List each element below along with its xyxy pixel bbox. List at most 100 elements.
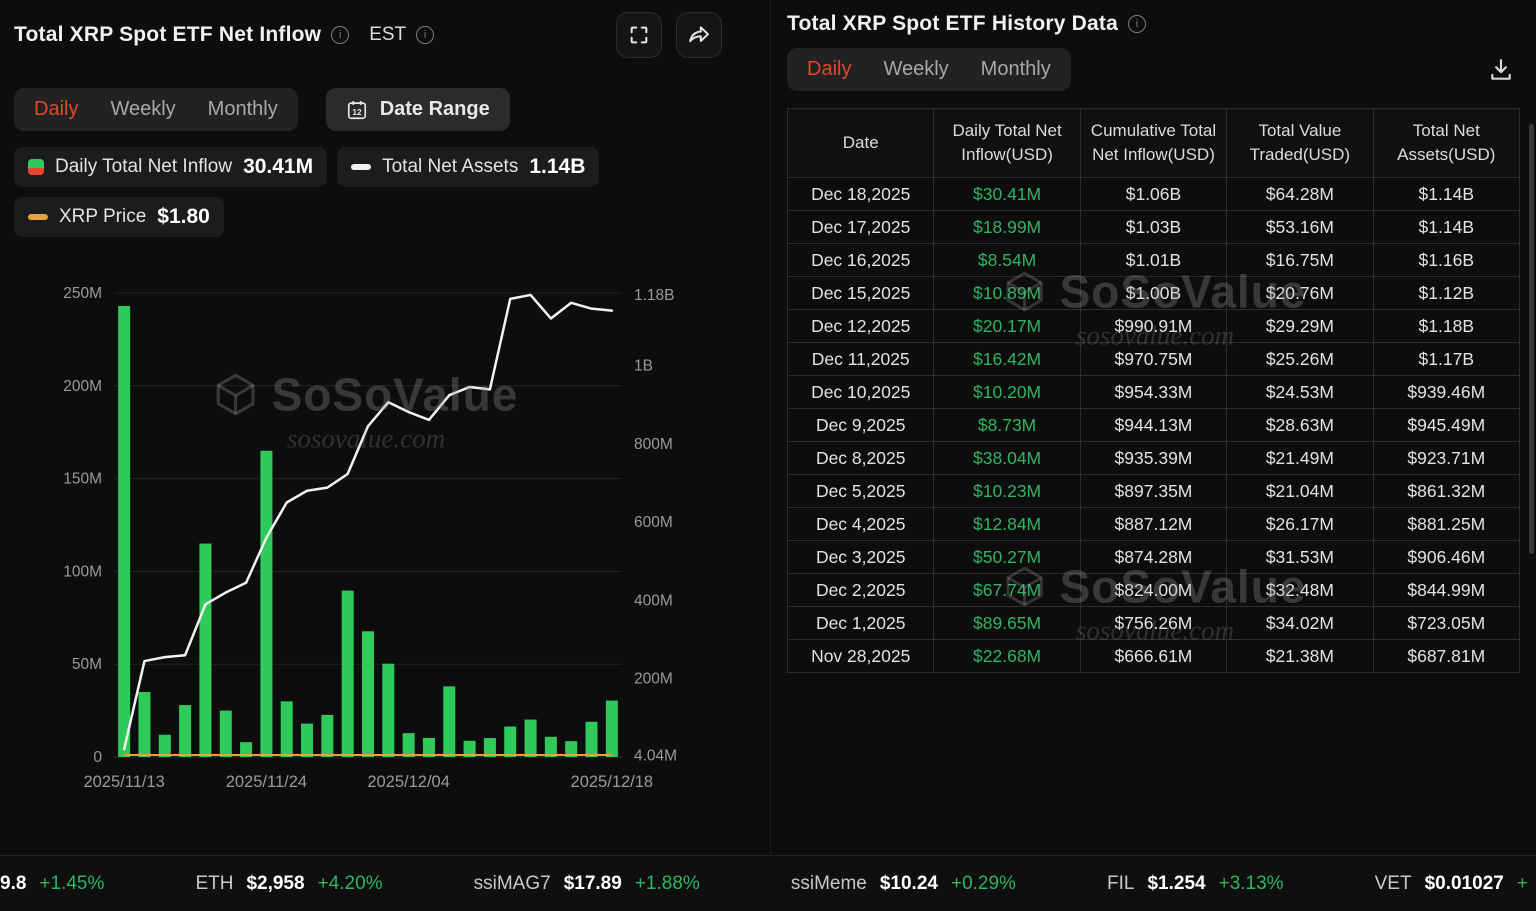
value-cell: $874.28M <box>1079 540 1228 575</box>
x-axis-label: 2025/12/18 <box>571 773 654 791</box>
tab-daily[interactable]: Daily <box>34 98 79 120</box>
ticker-item-fil[interactable]: FIL $1.254 +3.13% <box>1107 873 1284 895</box>
inflow-bar <box>463 740 476 757</box>
inflow-bar <box>301 723 314 757</box>
value-cell: $1.03B <box>1079 210 1228 245</box>
value-cell: $16.75M <box>1226 243 1374 278</box>
table-scrollbar-thumb[interactable] <box>1529 124 1534 554</box>
ticker-item-ssimag7[interactable]: ssiMAG7 $17.89 +1.88% <box>474 873 700 895</box>
value-cell: $31.53M <box>1226 540 1374 575</box>
legend-item-xrp-price[interactable]: XRP Price $1.80 <box>14 197 224 237</box>
timezone-label: EST <box>369 24 407 45</box>
inflow-chart-area: 0 50M 100M 150M 200M 250M 4.04M 200M 400M 600M 800… <box>14 251 736 811</box>
value-cell: $53.16M <box>1226 210 1374 245</box>
inflow-swatch-icon <box>28 159 44 175</box>
inflow-bar <box>382 663 395 757</box>
inflow-bar <box>280 701 293 757</box>
inflow-bar <box>199 543 212 757</box>
history-table-wrap: Date Daily Total Net Inflow(USD) Cumulativ… <box>787 108 1520 838</box>
ticker-price: $2,958 <box>246 872 305 894</box>
date-cell: Dec 2,2025 <box>787 573 935 608</box>
info-icon[interactable] <box>331 26 350 44</box>
value-cell: $970.75M <box>1079 342 1228 377</box>
value-cell: $64.28M <box>1226 177 1374 212</box>
right-axis-label: 800M <box>634 436 673 453</box>
tab-weekly[interactable]: Weekly <box>883 58 949 80</box>
value-cell: $38.04M <box>933 441 1081 476</box>
value-cell: $861.32M <box>1372 474 1520 509</box>
legend-label: XRP Price <box>59 206 147 227</box>
date-cell: Dec 18,2025 <box>787 177 935 212</box>
tab-daily[interactable]: Daily <box>807 58 852 80</box>
ticker-symbol: ssiMAG7 <box>473 872 551 894</box>
right-axis-label: 1B <box>634 357 653 374</box>
legend-item-net-inflow[interactable]: Daily Total Net Inflow 30.41M <box>14 147 328 187</box>
share-button[interactable] <box>676 12 722 58</box>
chart-controls: Daily Weekly Monthly 12 Date Range <box>14 88 756 131</box>
inflow-bar <box>341 590 354 757</box>
ticker-change: + <box>1516 872 1528 894</box>
inflow-bar <box>240 742 253 757</box>
page-title: Total XRP Spot ETF Net Inflow <box>14 23 322 46</box>
date-cell: Dec 11,2025 <box>787 342 935 377</box>
inflow-chart[interactable]: 0 50M 100M 150M 200M 250M 4.04M 200M 400M 600M 800… <box>14 251 736 811</box>
tab-monthly[interactable]: Monthly <box>207 98 278 120</box>
right-axis-label: 1.18B <box>634 287 675 304</box>
value-cell: $954.33M <box>1079 375 1228 410</box>
value-cell: $21.38M <box>1226 639 1374 674</box>
left-axis-label: 50M <box>72 656 102 673</box>
inflow-bar <box>260 450 273 757</box>
ticker-item[interactable]: 9.8 +1.45% <box>0 873 104 895</box>
fullscreen-button[interactable] <box>616 12 662 58</box>
date-cell: Dec 9,2025 <box>787 408 935 443</box>
value-cell: $935.39M <box>1079 441 1228 476</box>
legend-item-net-assets[interactable]: Total Net Assets 1.14B <box>337 147 600 187</box>
history-tab-group: Daily Weekly Monthly <box>787 48 1071 91</box>
inflow-bar <box>504 726 517 757</box>
inflow-bar <box>362 631 374 757</box>
svg-text:12: 12 <box>352 107 362 116</box>
timezone-info-icon[interactable] <box>416 26 435 44</box>
table-row: Dec 10,2025 $10.20M $954.33M $24.53M $939.46… <box>787 375 1520 410</box>
value-cell: $10.20M <box>933 375 1081 410</box>
net-assets-line <box>122 293 614 751</box>
date-cell: Dec 17,2025 <box>787 210 935 245</box>
date-range-button[interactable]: 12 Date Range <box>325 88 510 131</box>
chart-legend: Daily Total Net Inflow 30.41M Total Net … <box>14 147 756 237</box>
table-row: Dec 12,2025 $20.17M $990.91M $29.29M $1.18B <box>787 309 1520 344</box>
left-axis-label: 100M <box>63 563 102 580</box>
value-cell: $10.89M <box>933 276 1081 311</box>
value-cell: $756.26M <box>1079 606 1228 641</box>
history-info-icon[interactable] <box>1127 15 1146 33</box>
value-cell: $89.65M <box>933 606 1081 641</box>
ticker-item-vet[interactable]: VET $0.01027 + <box>1375 873 1528 895</box>
table-row: Dec 8,2025 $38.04M $935.39M $21.49M $923.71M <box>787 441 1520 476</box>
inflow-bar <box>179 705 192 757</box>
legend-value: 1.14B <box>529 155 586 178</box>
table-row: Dec 18,2025 $30.41M $1.06B $64.28M $1.14B <box>787 177 1520 212</box>
legend-label: Daily Total Net Inflow <box>55 156 233 177</box>
value-cell: $687.81M <box>1372 639 1520 674</box>
tab-monthly[interactable]: Monthly <box>980 58 1051 80</box>
value-cell: $32.48M <box>1226 573 1374 608</box>
legend-value: $1.80 <box>157 205 210 228</box>
value-cell: $945.49M <box>1372 408 1520 443</box>
ticker-item-ssimeme[interactable]: ssiMeme $10.24 +0.29% <box>791 873 1016 895</box>
value-cell: $1.00B <box>1079 276 1228 311</box>
history-header: Total XRP Spot ETF History Data <box>787 12 1520 36</box>
date-cell: Nov 28,2025 <box>787 639 935 674</box>
ticker-item-eth[interactable]: ETH $2,958 +4.20% <box>195 873 382 895</box>
table-row: Dec 16,2025 $8.54M $1.01B $16.75M $1.16B <box>787 243 1520 278</box>
inflow-bar <box>138 692 151 757</box>
date-range-label: Date Range <box>379 98 490 120</box>
ticker-change: +0.29% <box>950 872 1016 894</box>
value-cell: $67.74M <box>933 573 1081 608</box>
date-cell: Dec 1,2025 <box>787 606 935 641</box>
download-icon <box>1491 58 1511 80</box>
ticker-price: $10.24 <box>879 872 938 894</box>
download-button[interactable] <box>1488 57 1514 83</box>
tab-weekly[interactable]: Weekly <box>110 98 176 120</box>
inflow-bar <box>544 736 557 757</box>
right-axis-label: 400M <box>634 592 673 609</box>
value-cell: $824.00M <box>1079 573 1228 608</box>
